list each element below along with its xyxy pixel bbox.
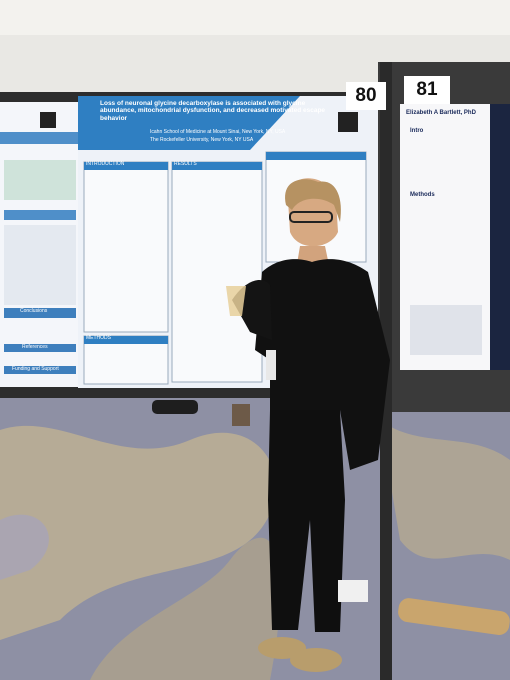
poster-band [4, 366, 76, 374]
poster-band [84, 162, 168, 170]
poster-figure [4, 160, 76, 200]
wine-glass [226, 286, 246, 316]
affiliation: The Rockefeller University, New York, NY… [150, 137, 254, 143]
badge [266, 350, 276, 380]
section-heading: Conclusions [20, 308, 48, 314]
qr-code [40, 112, 56, 128]
ceiling-band [0, 0, 510, 35]
pants [268, 410, 345, 632]
shoes-background [232, 404, 250, 426]
poster-table [410, 305, 482, 355]
affiliation: Icahn School of Medicine at Mount Sinai,… [150, 129, 286, 135]
poster-edge [490, 104, 510, 370]
number-card [346, 82, 386, 110]
carpet-pattern [90, 537, 281, 680]
shoes-background [152, 400, 198, 414]
poster-header [78, 96, 300, 150]
poster-figure [4, 225, 76, 305]
poster-tube [398, 598, 510, 635]
section-heading: METHODS [86, 335, 111, 341]
poster-band [266, 152, 366, 160]
section-heading: Funding and Support [12, 366, 59, 372]
section-heading: References [22, 344, 48, 350]
carpet-pattern [0, 425, 276, 640]
poster-band [84, 336, 168, 344]
board-number: 80 [355, 85, 377, 106]
poster-band [4, 308, 76, 318]
bag [338, 580, 368, 602]
poster-panel [171, 161, 263, 383]
section-heading: Intro [410, 128, 424, 134]
poster-author: Elizabeth A Bartlett, PhD [406, 110, 476, 116]
carpet-pattern [0, 514, 49, 580]
poster-panel [83, 161, 169, 333]
carpet-pattern [380, 420, 510, 560]
glasses [289, 211, 333, 223]
section-heading: Methods [410, 192, 435, 198]
poster-band [4, 210, 76, 220]
section-heading: RESULTS [174, 161, 197, 167]
poster-band [172, 162, 262, 170]
section-heading: INTRODUCTION [86, 161, 125, 167]
shoe [290, 648, 342, 672]
number-card [404, 76, 450, 104]
poster-band [0, 132, 82, 144]
board-number: 81 [416, 79, 438, 100]
hair [285, 179, 341, 222]
shoe [258, 637, 306, 659]
qr-code [338, 112, 358, 132]
poster-title: Loss of neuronal glycine decarboxylase i… [100, 100, 326, 122]
poster-band [4, 344, 76, 352]
